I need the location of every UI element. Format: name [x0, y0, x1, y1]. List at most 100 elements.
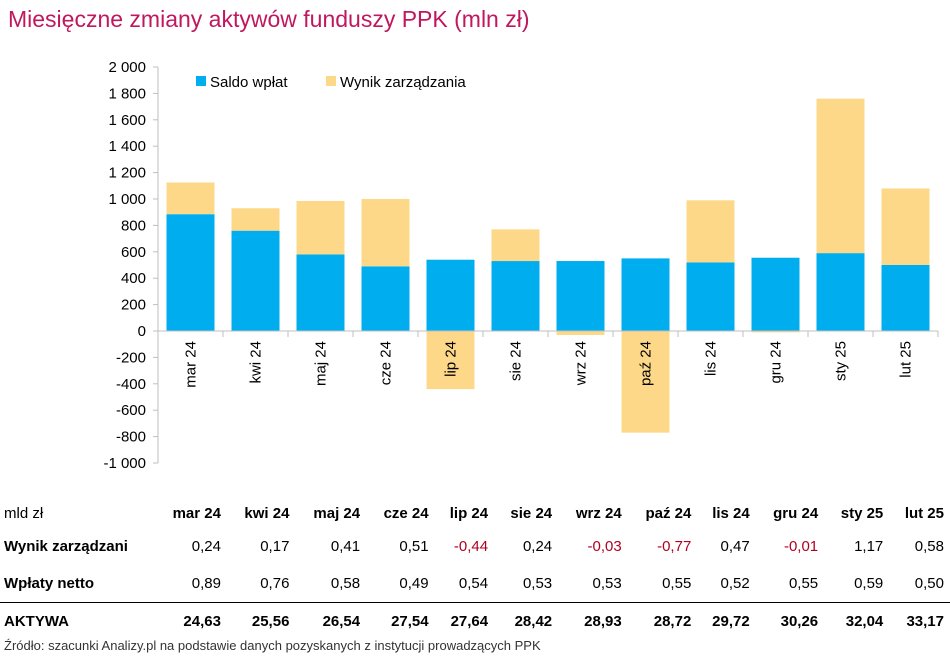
- bar-wynik: [686, 200, 735, 263]
- table-cell: 28,72: [627, 602, 698, 640]
- table-cell: 0,49: [399, 575, 429, 592]
- y-tick-label: -1 000: [103, 455, 146, 472]
- table-column-header: maj 24: [313, 504, 361, 522]
- x-category-label: sie 24: [508, 341, 525, 381]
- data-table: mld zł mar 24 kwi 24 maj 24 cze 24 lip 24 sie …: [0, 498, 950, 640]
- table-column-header: sie 24: [510, 504, 553, 522]
- table-column-header: mar 24: [172, 504, 221, 522]
- table-body: Wynik zarządzani 0,24 0,17 0,41 0,51 -0,44 0,2…: [0, 528, 950, 640]
- y-tick-label: 1 400: [108, 138, 146, 155]
- table-cell: 0,55: [662, 575, 692, 592]
- x-category-label: lis 24: [703, 341, 720, 376]
- table-cell: 27,54: [366, 602, 435, 640]
- table-header-row: mld zł mar 24 kwi 24 maj 24 cze 24 lip 24 sie …: [0, 498, 950, 528]
- table-row: Wynik zarządzani 0,24 0,17 0,41 0,51 -0,44 0,2…: [0, 528, 950, 565]
- y-tick-label: 600: [121, 244, 146, 261]
- bar-chart: 2 000 1 800 1 600 1 400 1 200 1 000 800 600 400 2…: [103, 59, 939, 472]
- table-column-header: lut 25: [904, 504, 944, 522]
- x-category-label: maj 24: [313, 341, 330, 386]
- table-column-header: wrz 24: [575, 504, 622, 522]
- bar-wynik: [491, 229, 540, 262]
- table-cell: 0,24: [191, 538, 221, 555]
- table-cell: 28,93: [558, 602, 628, 640]
- table-cell: 29,72: [697, 602, 756, 640]
- x-category-label: wrz 24: [573, 341, 590, 386]
- table-cell: -0,77: [657, 538, 692, 555]
- table-cell: -0,03: [587, 538, 622, 555]
- table-row-label: Wynik zarządzani: [4, 538, 128, 555]
- x-category-label: paź 24: [638, 341, 655, 386]
- table-cell: 25,56: [226, 602, 296, 640]
- bar-saldo: [751, 257, 800, 331]
- table-row: Wpłaty netto 0,89 0,76 0,58 0,49 0,54 0,53 0,53…: [0, 565, 950, 603]
- table-cell: 0,58: [330, 575, 361, 592]
- table-cell: 0,17: [260, 538, 290, 555]
- bar-saldo: [556, 261, 605, 331]
- table-cell: 27,64: [434, 602, 495, 640]
- table-cell: 0,50: [914, 575, 944, 592]
- bar-wynik: [881, 188, 930, 265]
- x-category-label: mar 24: [183, 341, 200, 388]
- y-tick-label: 200: [121, 297, 146, 314]
- table-cell: 0,54: [458, 575, 489, 592]
- y-tick-label: 1 800: [108, 85, 146, 102]
- table-cell: 0,41: [330, 538, 361, 555]
- bar-wynik: [816, 98, 865, 254]
- bar-saldo: [166, 214, 215, 331]
- bar-wynik: [751, 331, 800, 333]
- bar-wynik: [231, 208, 280, 231]
- y-tick-label: 400: [121, 270, 146, 287]
- bar-saldo: [621, 258, 670, 331]
- table-cell: 0,76: [260, 575, 290, 592]
- bar-wynik: [166, 182, 215, 215]
- y-tick-label: 0: [138, 323, 146, 340]
- x-category-label: gru 24: [768, 341, 785, 384]
- table-cell: 0,52: [720, 575, 750, 592]
- x-category-label: kwi 24: [248, 341, 265, 384]
- table-cell: 0,53: [522, 575, 553, 592]
- bar-saldo: [686, 262, 735, 331]
- table-cell: 33,17: [889, 602, 950, 640]
- y-tick-label: 2 000: [108, 59, 146, 76]
- table-cell: 0,47: [720, 538, 750, 555]
- table-cell: 0,59: [854, 575, 884, 592]
- table-column-header: gru 24: [773, 504, 819, 522]
- table-column-header: lip 24: [449, 504, 489, 522]
- source-note: Źródło: szacunki Analizy.pl na podstawie…: [4, 638, 541, 653]
- table-cell: -0,44: [453, 538, 489, 555]
- bar-saldo: [816, 253, 865, 331]
- table-column-header: sty 25: [840, 504, 884, 522]
- bar-saldo: [231, 230, 280, 331]
- bar-wynik: [556, 331, 605, 335]
- y-tick-label: -200: [116, 349, 146, 366]
- table-column-header: lis 24: [712, 504, 750, 522]
- chart-title: Miesięczne zmiany aktywów funduszy PPK (…: [8, 6, 530, 32]
- table-cell: 0,51: [399, 538, 429, 555]
- y-tick-label: 1 000: [108, 191, 146, 208]
- table-cell: 0,24: [522, 538, 553, 555]
- table-column-header: paź 24: [645, 504, 692, 522]
- bar-wynik: [296, 200, 345, 255]
- y-tick-label: 1 600: [108, 112, 146, 129]
- table-cell: 28,42: [494, 602, 559, 640]
- bar-saldo: [881, 265, 930, 331]
- bar-saldo: [491, 261, 540, 331]
- table-cell: 24,63: [154, 602, 227, 640]
- bar-saldo: [296, 254, 345, 331]
- y-tick-label: -800: [116, 429, 146, 446]
- bar-saldo: [361, 266, 410, 331]
- bar-wynik: [426, 331, 475, 390]
- bar-wynik: [621, 331, 670, 433]
- legend-swatch: [326, 76, 336, 86]
- x-category-label: sty 25: [833, 341, 850, 381]
- y-tick-label: -600: [116, 402, 146, 419]
- x-category-label: cze 24: [378, 341, 395, 385]
- x-category-label: lut 25: [898, 341, 915, 378]
- table-row-label: AKTYWA: [0, 602, 154, 640]
- table-column-header: cze 24: [383, 504, 429, 522]
- table-row-label: Wpłaty netto: [4, 575, 94, 592]
- legend-label: Wynik zarządzania: [340, 74, 466, 91]
- y-tick-label: 800: [121, 217, 146, 234]
- legend-label: Saldo wpłat: [210, 74, 288, 91]
- table-row: AKTYWA 24,63 25,56 26,54 27,54 27,64 28,42 28,9…: [0, 602, 950, 640]
